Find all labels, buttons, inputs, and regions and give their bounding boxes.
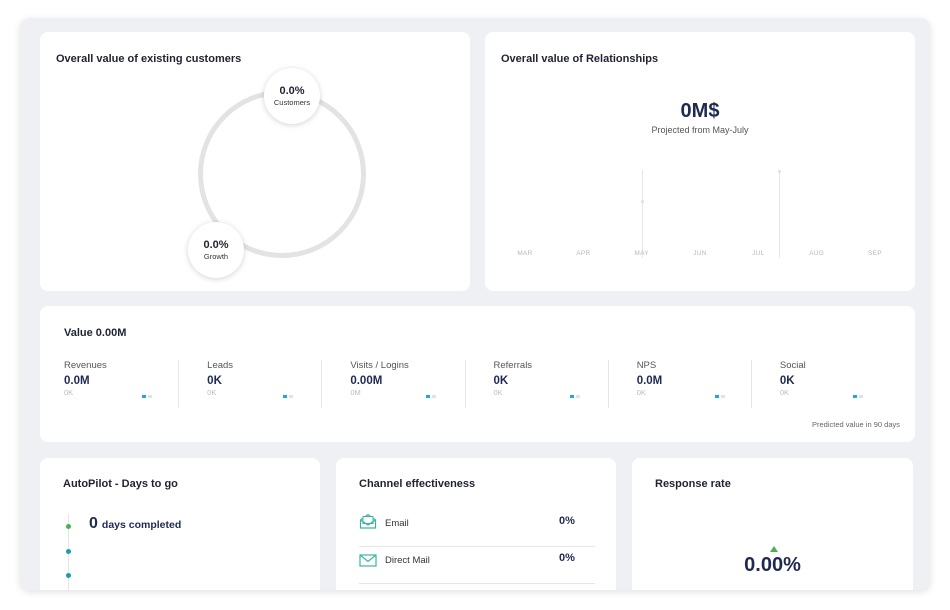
- response-rate-value: 0.00%: [744, 554, 801, 576]
- customers-bubble: 0.0% Customers: [264, 68, 320, 124]
- metric-value: 0K: [779, 375, 795, 387]
- metric-sub-value: 0K: [493, 388, 503, 397]
- metrics-row: Revenues 0.0M 0K Leads 0K 0K Visits / Lo…: [64, 360, 894, 408]
- metric-visits-logins[interactable]: Visits / Logins 0.00M 0M: [321, 360, 464, 408]
- month-label: MAR: [517, 250, 533, 257]
- relationships-value-card: Overall value of Relationships 0M$ Proje…: [485, 32, 915, 291]
- projection-start-line: [642, 170, 643, 258]
- metric-referrals[interactable]: Referrals 0K 0K: [464, 360, 608, 408]
- channel-effectiveness-card: Channel effectiveness Email 0% Direct Ma…: [336, 458, 616, 590]
- growth-percent: 0.0%: [203, 239, 229, 251]
- timeline-dot: [66, 549, 71, 554]
- metric-value: 0.0M: [64, 375, 90, 387]
- metric-social[interactable]: Social 0K 0K: [750, 360, 894, 408]
- customers-percent: 0.0%: [279, 85, 305, 97]
- metric-value: 0K: [493, 375, 509, 387]
- email-open-icon: [359, 513, 377, 534]
- channel-row-direct-mail[interactable]: Direct Mail 0%: [359, 547, 595, 584]
- month-label: JUL: [752, 250, 765, 257]
- metric-name: Revenues: [64, 360, 107, 371]
- channel-name: Email: [385, 518, 409, 529]
- timeline-dot: [66, 573, 71, 578]
- metric-nps[interactable]: NPS 0.0M 0K: [607, 360, 751, 408]
- metric-sub-value: 0K: [636, 388, 646, 397]
- metric-mini-bars: [569, 395, 580, 398]
- days-count: 0: [89, 515, 98, 532]
- response-card-title: Response rate: [655, 478, 731, 490]
- projection-end-line: [779, 170, 780, 258]
- metric-name: Visits / Logins: [350, 360, 409, 371]
- metric-mini-bars: [283, 395, 294, 398]
- metric-name: Referrals: [493, 360, 533, 371]
- customers-value-card: Overall value of existing customers 0.0%…: [40, 32, 470, 291]
- month-label: SEP: [868, 250, 882, 257]
- value-card-title: Value 0.00M: [64, 327, 127, 339]
- metric-sub-value: 0M: [350, 388, 361, 397]
- metric-name: Social: [779, 360, 806, 371]
- metric-value: 0K: [207, 375, 222, 387]
- metric-leads[interactable]: Leads 0K 0K: [178, 360, 321, 408]
- autopilot-card: AutoPilot - Days to go 0 days completed: [40, 458, 320, 590]
- month-label: APR: [576, 250, 591, 257]
- metric-mini-bars: [426, 395, 437, 398]
- metric-name: Leads: [207, 360, 234, 371]
- trend-up-icon: [770, 546, 778, 552]
- growth-label: Growth: [203, 252, 229, 261]
- metric-value: 0.0M: [636, 375, 663, 387]
- relationships-card-title: Overall value of Relationships: [501, 53, 659, 65]
- channel-card-title: Channel effectiveness: [359, 478, 476, 490]
- metric-name: NPS: [636, 360, 657, 371]
- days-label: days completed: [101, 519, 182, 531]
- relationships-subtitle: Projected from May-July: [651, 125, 749, 135]
- metric-sub-value: 0K: [207, 388, 217, 397]
- response-rate-card: Response rate 0.00%: [632, 458, 913, 590]
- dashboard: Overall value of existing customers 0.0%…: [20, 18, 930, 590]
- projection-end-marker: [778, 170, 781, 173]
- metric-mini-bars: [714, 395, 725, 398]
- customers-card-title: Overall value of existing customers: [56, 53, 242, 65]
- customers-label: Customers: [273, 98, 311, 107]
- channel-value: 0%: [559, 552, 575, 564]
- metric-revenues[interactable]: Revenues 0.0M 0K: [64, 360, 178, 408]
- metric-sub-value: 0K: [779, 388, 790, 397]
- projection-start-marker: [641, 200, 644, 203]
- metric-value: 0.00M: [350, 375, 383, 387]
- month-label: AUG: [809, 250, 825, 257]
- value-summary-card: Value 0.00M Revenues 0.0M 0K Leads 0K 0K…: [40, 306, 915, 442]
- mail-envelope-icon: [359, 554, 377, 572]
- channel-name: Direct Mail: [385, 555, 430, 566]
- month-label: MAY: [634, 250, 649, 257]
- predicted-note: Predicted value in 90 days: [812, 420, 900, 429]
- metric-mini-bars: [852, 395, 863, 398]
- channel-value: 0%: [559, 515, 575, 527]
- metric-mini-bars: [142, 395, 152, 398]
- metric-sub-value: 0K: [64, 388, 74, 397]
- month-label: JUN: [693, 250, 707, 257]
- channel-row-email[interactable]: Email 0%: [359, 510, 595, 547]
- days-completed: 0 days completed: [89, 515, 181, 533]
- growth-bubble: 0.0% Growth: [188, 222, 244, 278]
- month-axis: MAR APR MAY JUN JUL AUG SEP: [505, 250, 895, 257]
- relationships-value: 0M$: [680, 100, 720, 122]
- timeline-dot-active: [66, 524, 71, 529]
- autopilot-card-title: AutoPilot - Days to go: [63, 478, 178, 490]
